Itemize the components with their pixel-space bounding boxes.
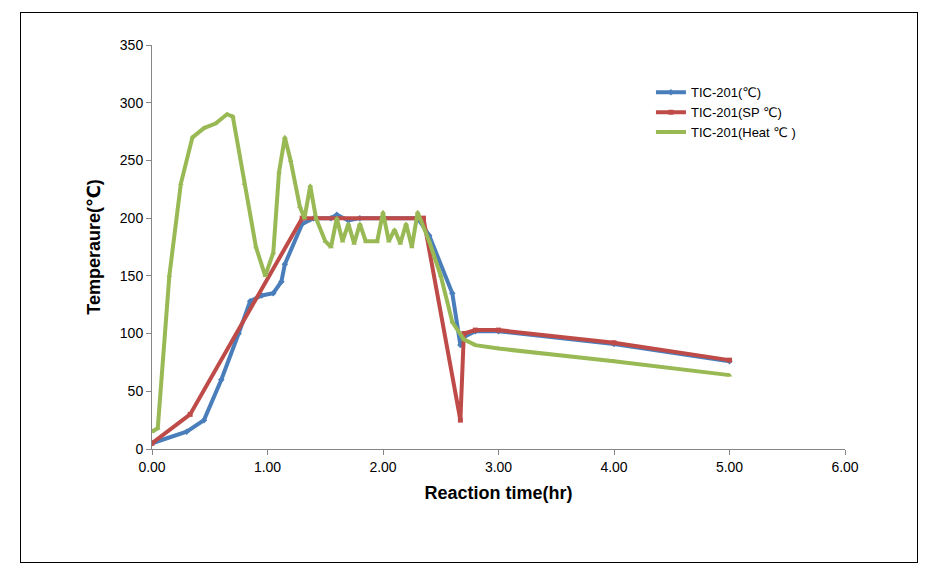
svg-text:Temperaure(℃): Temperaure(℃) [84, 179, 104, 315]
svg-text:TIC-201(℃): TIC-201(℃) [691, 85, 761, 100]
svg-text:350: 350 [120, 37, 144, 53]
svg-text:50: 50 [128, 383, 144, 399]
svg-text:300: 300 [120, 95, 144, 111]
svg-text:6.00: 6.00 [831, 459, 858, 475]
svg-text:1.00: 1.00 [254, 459, 281, 475]
svg-text:250: 250 [120, 152, 144, 168]
svg-text:100: 100 [120, 325, 144, 341]
svg-text:TIC-201(Heat ℃ ): TIC-201(Heat ℃ ) [691, 125, 796, 140]
svg-text:2.00: 2.00 [369, 459, 396, 475]
svg-text:0: 0 [135, 441, 143, 457]
svg-text:Reaction time(hr): Reaction time(hr) [424, 483, 572, 503]
svg-text:4.00: 4.00 [600, 459, 627, 475]
svg-text:150: 150 [120, 268, 144, 284]
svg-text:200: 200 [120, 210, 144, 226]
svg-text:3.00: 3.00 [485, 459, 512, 475]
svg-text:5.00: 5.00 [716, 459, 743, 475]
svg-text:TIC-201(SP ℃): TIC-201(SP ℃) [691, 105, 782, 120]
svg-text:0.00: 0.00 [138, 459, 165, 475]
